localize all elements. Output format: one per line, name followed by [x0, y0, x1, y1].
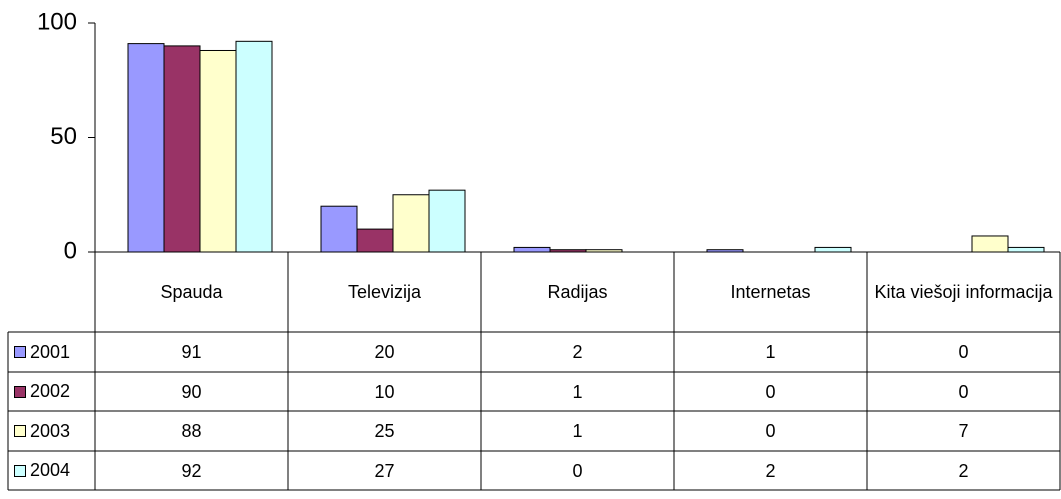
legend-label: 2001 — [30, 341, 71, 362]
legend-key — [14, 425, 26, 437]
legend-entry: 2003 — [8, 411, 95, 451]
x-tick-label: Internetas — [730, 282, 811, 302]
bar — [127, 43, 165, 253]
table-value: 7 — [958, 421, 969, 441]
table-value: 20 — [374, 342, 395, 362]
y-tick-label: 50 — [50, 123, 77, 150]
legend-label: 2002 — [30, 381, 71, 401]
bar — [235, 40, 273, 253]
table-value: 91 — [181, 342, 202, 362]
table-value: 92 — [181, 460, 202, 481]
legend-key — [14, 464, 26, 477]
table-value: 0 — [958, 342, 969, 362]
legend-key — [14, 346, 26, 358]
table-value: 1 — [572, 381, 583, 402]
table-value: 90 — [181, 381, 202, 402]
legend-entry: 2004 — [8, 451, 95, 490]
table-value: 27 — [374, 460, 395, 481]
bar — [356, 228, 394, 253]
bar — [971, 235, 1009, 253]
table-value: 10 — [374, 381, 395, 402]
legend-label: 2004 — [30, 460, 71, 480]
x-tick-label: Kita viešoji informacija — [874, 282, 1053, 302]
x-tick-label: Spauda — [160, 282, 223, 302]
y-tick-label: 0 — [64, 237, 77, 264]
table-value: 2 — [572, 342, 583, 362]
legend-entry: 2002 — [8, 372, 95, 411]
bar — [392, 194, 430, 253]
legend-entry: 2001 — [8, 332, 95, 372]
table-value: 1 — [572, 421, 583, 441]
table-value: 2 — [958, 460, 969, 481]
bar — [163, 45, 201, 253]
table-value: 0 — [958, 381, 969, 402]
y-tick-label: 100 — [37, 8, 77, 35]
table-value: 0 — [765, 421, 776, 441]
legend-label: 2003 — [30, 420, 71, 441]
table-value: 1 — [765, 342, 776, 362]
table-value: 25 — [374, 421, 395, 441]
legend-key — [14, 385, 26, 398]
table-value: 88 — [181, 421, 202, 441]
table-value: 2 — [765, 460, 776, 481]
table-value: 0 — [765, 381, 776, 402]
x-tick-label: Radijas — [547, 282, 608, 302]
bar — [320, 205, 358, 253]
bar — [428, 189, 466, 253]
table-value: 0 — [572, 460, 583, 481]
bar — [199, 49, 237, 253]
x-tick-label: Televizija — [347, 282, 422, 302]
